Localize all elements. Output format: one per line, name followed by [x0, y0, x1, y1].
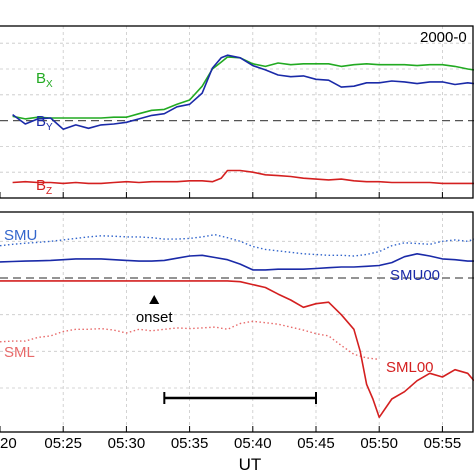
x-tick-label: 05:40 [234, 435, 272, 452]
series-smu [0, 233, 474, 257]
label-sml00: SML00 [386, 359, 434, 376]
onset-marker [149, 295, 160, 304]
x-axis-label: UT [239, 455, 262, 474]
series-bx [12, 56, 474, 120]
label-smu: SMU [4, 227, 37, 244]
panel-frames [0, 25, 474, 433]
x-tick-label: 05:35 [171, 435, 209, 452]
label-smu00: SMU00 [390, 267, 440, 284]
x-tick-label: 20 [0, 435, 17, 452]
series-lines [0, 54, 474, 419]
label-sml: SML [4, 344, 35, 361]
index-panel-frame [0, 211, 474, 433]
date-label: 2000-0 [420, 29, 467, 46]
label-by: BY [36, 113, 53, 133]
label-bx: BX [36, 70, 53, 90]
label-bz: BZ [36, 177, 52, 197]
zero-lines [0, 119, 474, 279]
imf-panel-frame [0, 25, 474, 199]
x-ticks: 20 05:25 05:30 05:35 05:40 05:45 05:50 05:55 [0, 192, 461, 452]
onset-label: onset [136, 309, 174, 326]
grid-lines [0, 26, 474, 432]
series-smu00 [0, 253, 474, 271]
x-tick-label: 05:30 [108, 435, 146, 452]
x-tick-label: 05:50 [360, 435, 398, 452]
series-bz [12, 169, 474, 185]
series-by [12, 54, 474, 130]
x-tick-label: 05:25 [44, 435, 82, 452]
series-sml [0, 320, 380, 361]
x-tick-label: 05:45 [297, 435, 335, 452]
series-labels: BX BY BZ SMU SMU00 SML SML00 [4, 70, 440, 376]
series-sml00 [0, 280, 474, 419]
annotations: onset [136, 295, 317, 404]
x-tick-label: 05:55 [424, 435, 462, 452]
